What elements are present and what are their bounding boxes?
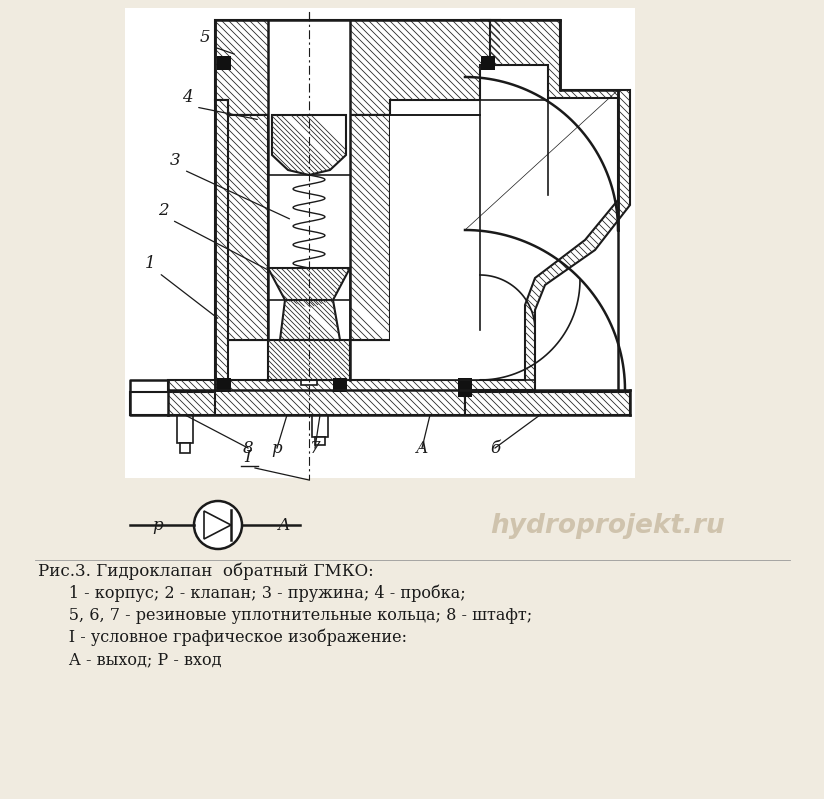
Text: 8: 8 [243, 440, 253, 457]
Text: I - условное графическое изображение:: I - условное графическое изображение: [38, 629, 407, 646]
Bar [177, 415, 193, 443]
Text: А: А [415, 440, 428, 457]
Text: б: б [490, 440, 500, 457]
Polygon shape [272, 115, 346, 175]
Text: 1: 1 [145, 255, 156, 272]
Bar [217, 378, 231, 392]
Bar [180, 443, 190, 453]
Polygon shape [465, 392, 630, 415]
Text: 2: 2 [158, 202, 169, 219]
Polygon shape [215, 20, 500, 115]
Polygon shape [465, 20, 630, 390]
Text: hydroprojekt.ru: hydroprojekt.ru [490, 513, 725, 539]
Polygon shape [350, 115, 390, 340]
Polygon shape [268, 340, 350, 380]
Bar [458, 383, 472, 397]
Polygon shape [168, 380, 465, 415]
Bar [268, 20, 350, 370]
Text: р: р [152, 517, 163, 534]
FancyBboxPatch shape [125, 8, 635, 478]
Text: 7: 7 [310, 440, 321, 457]
Polygon shape [204, 511, 231, 539]
Text: 5, 6, 7 - резиновые уплотнительные кольца; 8 - штафт;: 5, 6, 7 - резиновые уплотнительные кольц… [38, 607, 532, 624]
Polygon shape [390, 100, 548, 380]
Bar [458, 378, 472, 392]
Text: р: р [272, 440, 283, 457]
Text: 3: 3 [170, 152, 180, 169]
Bar [301, 340, 317, 385]
Text: 1 - корпус; 2 - клапан; 3 - пружина; 4 - пробка;: 1 - корпус; 2 - клапан; 3 - пружина; 4 -… [38, 585, 466, 602]
Polygon shape [350, 115, 390, 340]
Polygon shape [215, 100, 268, 390]
Bar [312, 415, 328, 437]
Polygon shape [268, 268, 350, 308]
Circle shape [194, 501, 242, 549]
Polygon shape [228, 115, 268, 340]
Bar [217, 56, 231, 70]
Bar [333, 378, 347, 392]
Bar [315, 437, 325, 445]
Text: I: I [245, 449, 251, 466]
Text: А - выход; Р - вход: А - выход; Р - вход [38, 651, 222, 668]
Polygon shape [280, 300, 340, 340]
Text: А: А [278, 517, 290, 534]
Polygon shape [130, 392, 215, 415]
Text: 5: 5 [200, 29, 211, 46]
Bar [481, 56, 495, 70]
Text: 4: 4 [182, 89, 193, 106]
Text: Рис.3. Гидроклапан  обратный ГМКО:: Рис.3. Гидроклапан обратный ГМКО: [38, 562, 374, 580]
